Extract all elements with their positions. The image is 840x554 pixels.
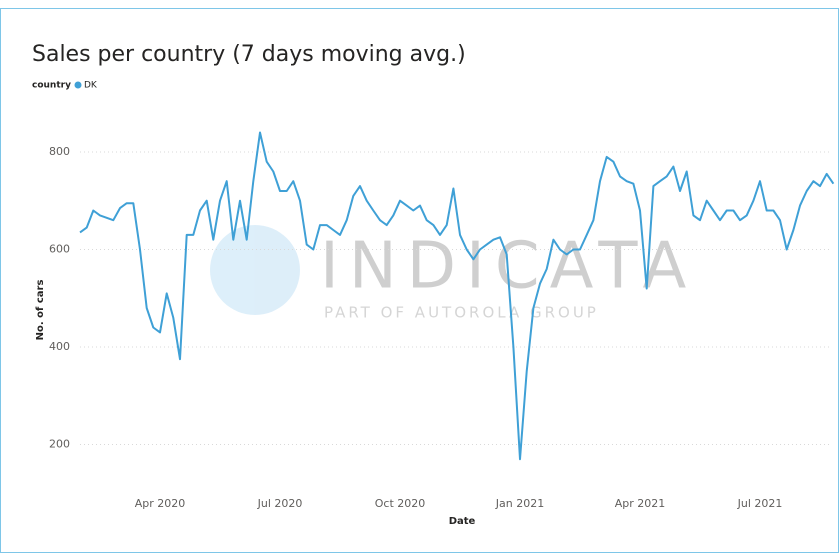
legend-label: DK xyxy=(84,81,98,91)
frame xyxy=(0,8,839,553)
watermark-subtitle: PART OF AUTOROLA GROUP xyxy=(324,304,599,322)
y-tick-label: 800 xyxy=(49,145,70,158)
y-tick-label: 600 xyxy=(49,243,70,256)
x-tick-label: Apr 2021 xyxy=(615,497,666,510)
x-tick-label: Oct 2020 xyxy=(375,497,426,510)
y-tick-label: 200 xyxy=(49,438,70,451)
chart-title: Sales per country (7 days moving avg.) xyxy=(32,42,466,67)
watermark-logo xyxy=(210,225,300,315)
watermark: INDICATA PART OF AUTOROLA GROUP xyxy=(210,225,696,322)
legend-title: country xyxy=(32,81,71,91)
x-tick-label: Jan 2021 xyxy=(495,497,544,510)
y-tick-label: 400 xyxy=(49,340,70,353)
data-line xyxy=(79,131,835,461)
watermark-text: INDICATA xyxy=(320,230,696,304)
x-tick-label: Jul 2020 xyxy=(257,497,303,510)
y-axis-label: No. of cars xyxy=(35,280,46,341)
x-tick-label: Jul 2021 xyxy=(737,497,783,510)
x-axis-label: Date xyxy=(449,516,476,527)
x-tick-label: Apr 2020 xyxy=(135,497,186,510)
legend-marker xyxy=(74,81,82,89)
